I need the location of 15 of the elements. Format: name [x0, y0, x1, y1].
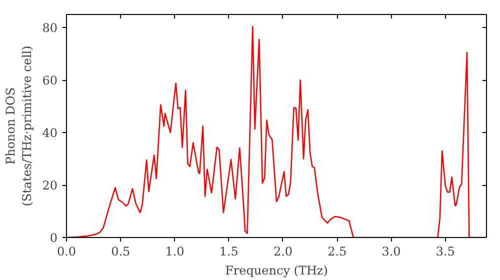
y-axis-title: Phonon DOS (States/THz·primitive cell) — [3, 46, 34, 206]
x-tick-label: 0.0 — [56, 244, 76, 258]
x-tick-label: 2.5 — [328, 244, 347, 258]
x-tick-label: 0.5 — [111, 244, 130, 258]
y-tick-label: 80 — [42, 21, 58, 36]
x-tick-label: 3.0 — [382, 244, 401, 258]
x-tick-label: 2.0 — [273, 244, 293, 258]
x-tick-label: 1.0 — [165, 244, 184, 258]
x-axis-title: Frequency (THz) — [225, 264, 328, 278]
y-tick-label: 20 — [42, 178, 58, 193]
y-tick-label: 40 — [42, 126, 58, 140]
y-tick-label: 60 — [42, 74, 58, 88]
y-tick-label: 0 — [50, 231, 58, 245]
x-tick-label: 3.5 — [436, 244, 455, 258]
x-tick-label: 1.5 — [219, 244, 238, 258]
